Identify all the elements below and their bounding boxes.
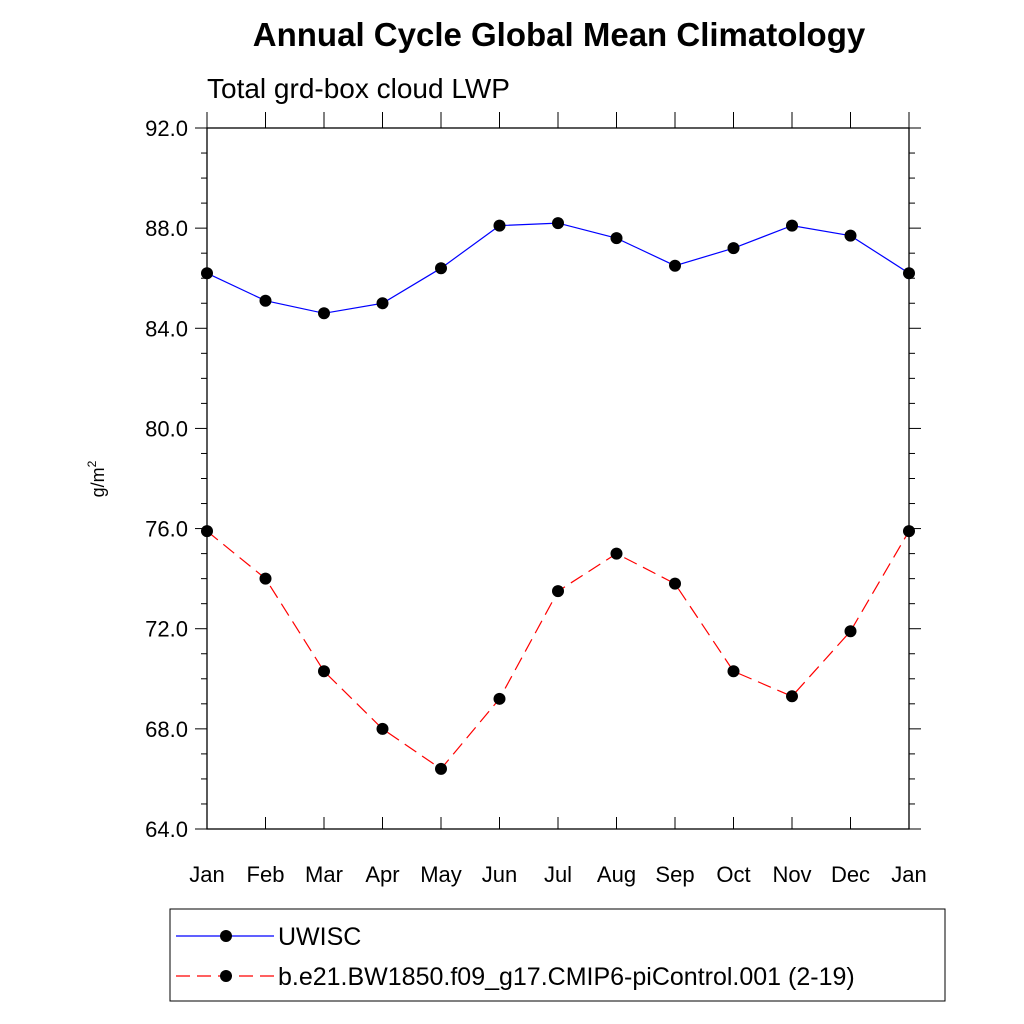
y-axis-label-text: g/m <box>88 467 108 497</box>
plot-frame <box>206 127 910 830</box>
data-point-series-0 <box>493 219 506 232</box>
series-layer <box>201 217 915 775</box>
y-tick-label: 76.0 <box>145 517 188 542</box>
data-point-series-0 <box>318 307 330 320</box>
data-point-series-1 <box>435 762 447 775</box>
data-point-series-1 <box>318 665 330 678</box>
data-point-series-1 <box>786 690 798 703</box>
x-tick-label: Mar <box>305 862 343 887</box>
x-tick-label: Jan <box>189 862 224 887</box>
legend-label-0: UWISC <box>278 923 361 951</box>
data-point-series-0 <box>786 219 798 232</box>
y-tick-label: 68.0 <box>145 717 188 742</box>
y-tick-label: 64.0 <box>145 817 188 842</box>
x-tick-label: Feb <box>247 862 285 887</box>
legend-marker-0 <box>220 930 232 942</box>
chart-title: Annual Cycle Global Mean Climatology <box>253 16 866 53</box>
x-tick-label: Jun <box>482 862 517 887</box>
data-point-series-1 <box>844 625 857 638</box>
data-point-series-1 <box>493 692 506 705</box>
x-tick-label: Jul <box>544 862 572 887</box>
y-axis-label: g/m2 <box>85 460 108 497</box>
svg-text:g/m2: g/m2 <box>85 460 108 497</box>
axis-ticks: 64.0 68.0 72.0 76.0 80.0 84.0 88.0 92.0 Jan Feb Ma… <box>145 112 927 887</box>
legend-box <box>169 908 946 1002</box>
data-point-series-1 <box>669 577 681 590</box>
series-line-0 <box>206 222 910 314</box>
x-tick-label: May <box>420 862 462 887</box>
x-tick-label: Dec <box>831 862 870 887</box>
y-tick-label: 84.0 <box>145 316 188 341</box>
data-point-series-1 <box>552 585 564 598</box>
data-point-series-1 <box>727 665 740 678</box>
y-tick-label: 92.0 <box>145 116 188 141</box>
y-tick-label: 80.0 <box>145 416 188 441</box>
legend-marker-1 <box>220 970 232 982</box>
data-point-series-0 <box>669 259 681 272</box>
chart-subtitle: Total grd-box cloud LWP <box>207 73 510 104</box>
data-point-series-1 <box>610 547 623 560</box>
data-point-series-0 <box>552 217 564 230</box>
x-tick-label: Jan <box>891 862 926 887</box>
x-tick-label: Aug <box>597 862 636 887</box>
data-point-series-0 <box>435 262 447 275</box>
legend: UWISC b.e21.BW1850.f09_g17.CMIP6-piContro… <box>169 908 946 1002</box>
y-tick-label: 72.0 <box>145 617 188 642</box>
y-axis-label-superscript: 2 <box>85 460 99 467</box>
x-tick-label: Sep <box>655 862 694 887</box>
data-point-series-1 <box>376 722 389 735</box>
data-point-series-0 <box>259 294 272 307</box>
y-tick-label: 88.0 <box>145 216 188 241</box>
x-tick-label: Apr <box>365 862 399 887</box>
x-tick-label: Oct <box>716 862 750 887</box>
legend-label-1: b.e21.BW1850.f09_g17.CMIP6-piControl.001… <box>278 963 855 991</box>
series-line-1 <box>206 530 910 770</box>
data-point-series-0 <box>376 297 389 310</box>
data-point-series-0 <box>727 242 740 255</box>
data-point-series-0 <box>610 232 623 245</box>
x-tick-label: Nov <box>772 862 811 887</box>
data-point-series-1 <box>259 572 272 585</box>
data-point-series-0 <box>844 229 857 242</box>
